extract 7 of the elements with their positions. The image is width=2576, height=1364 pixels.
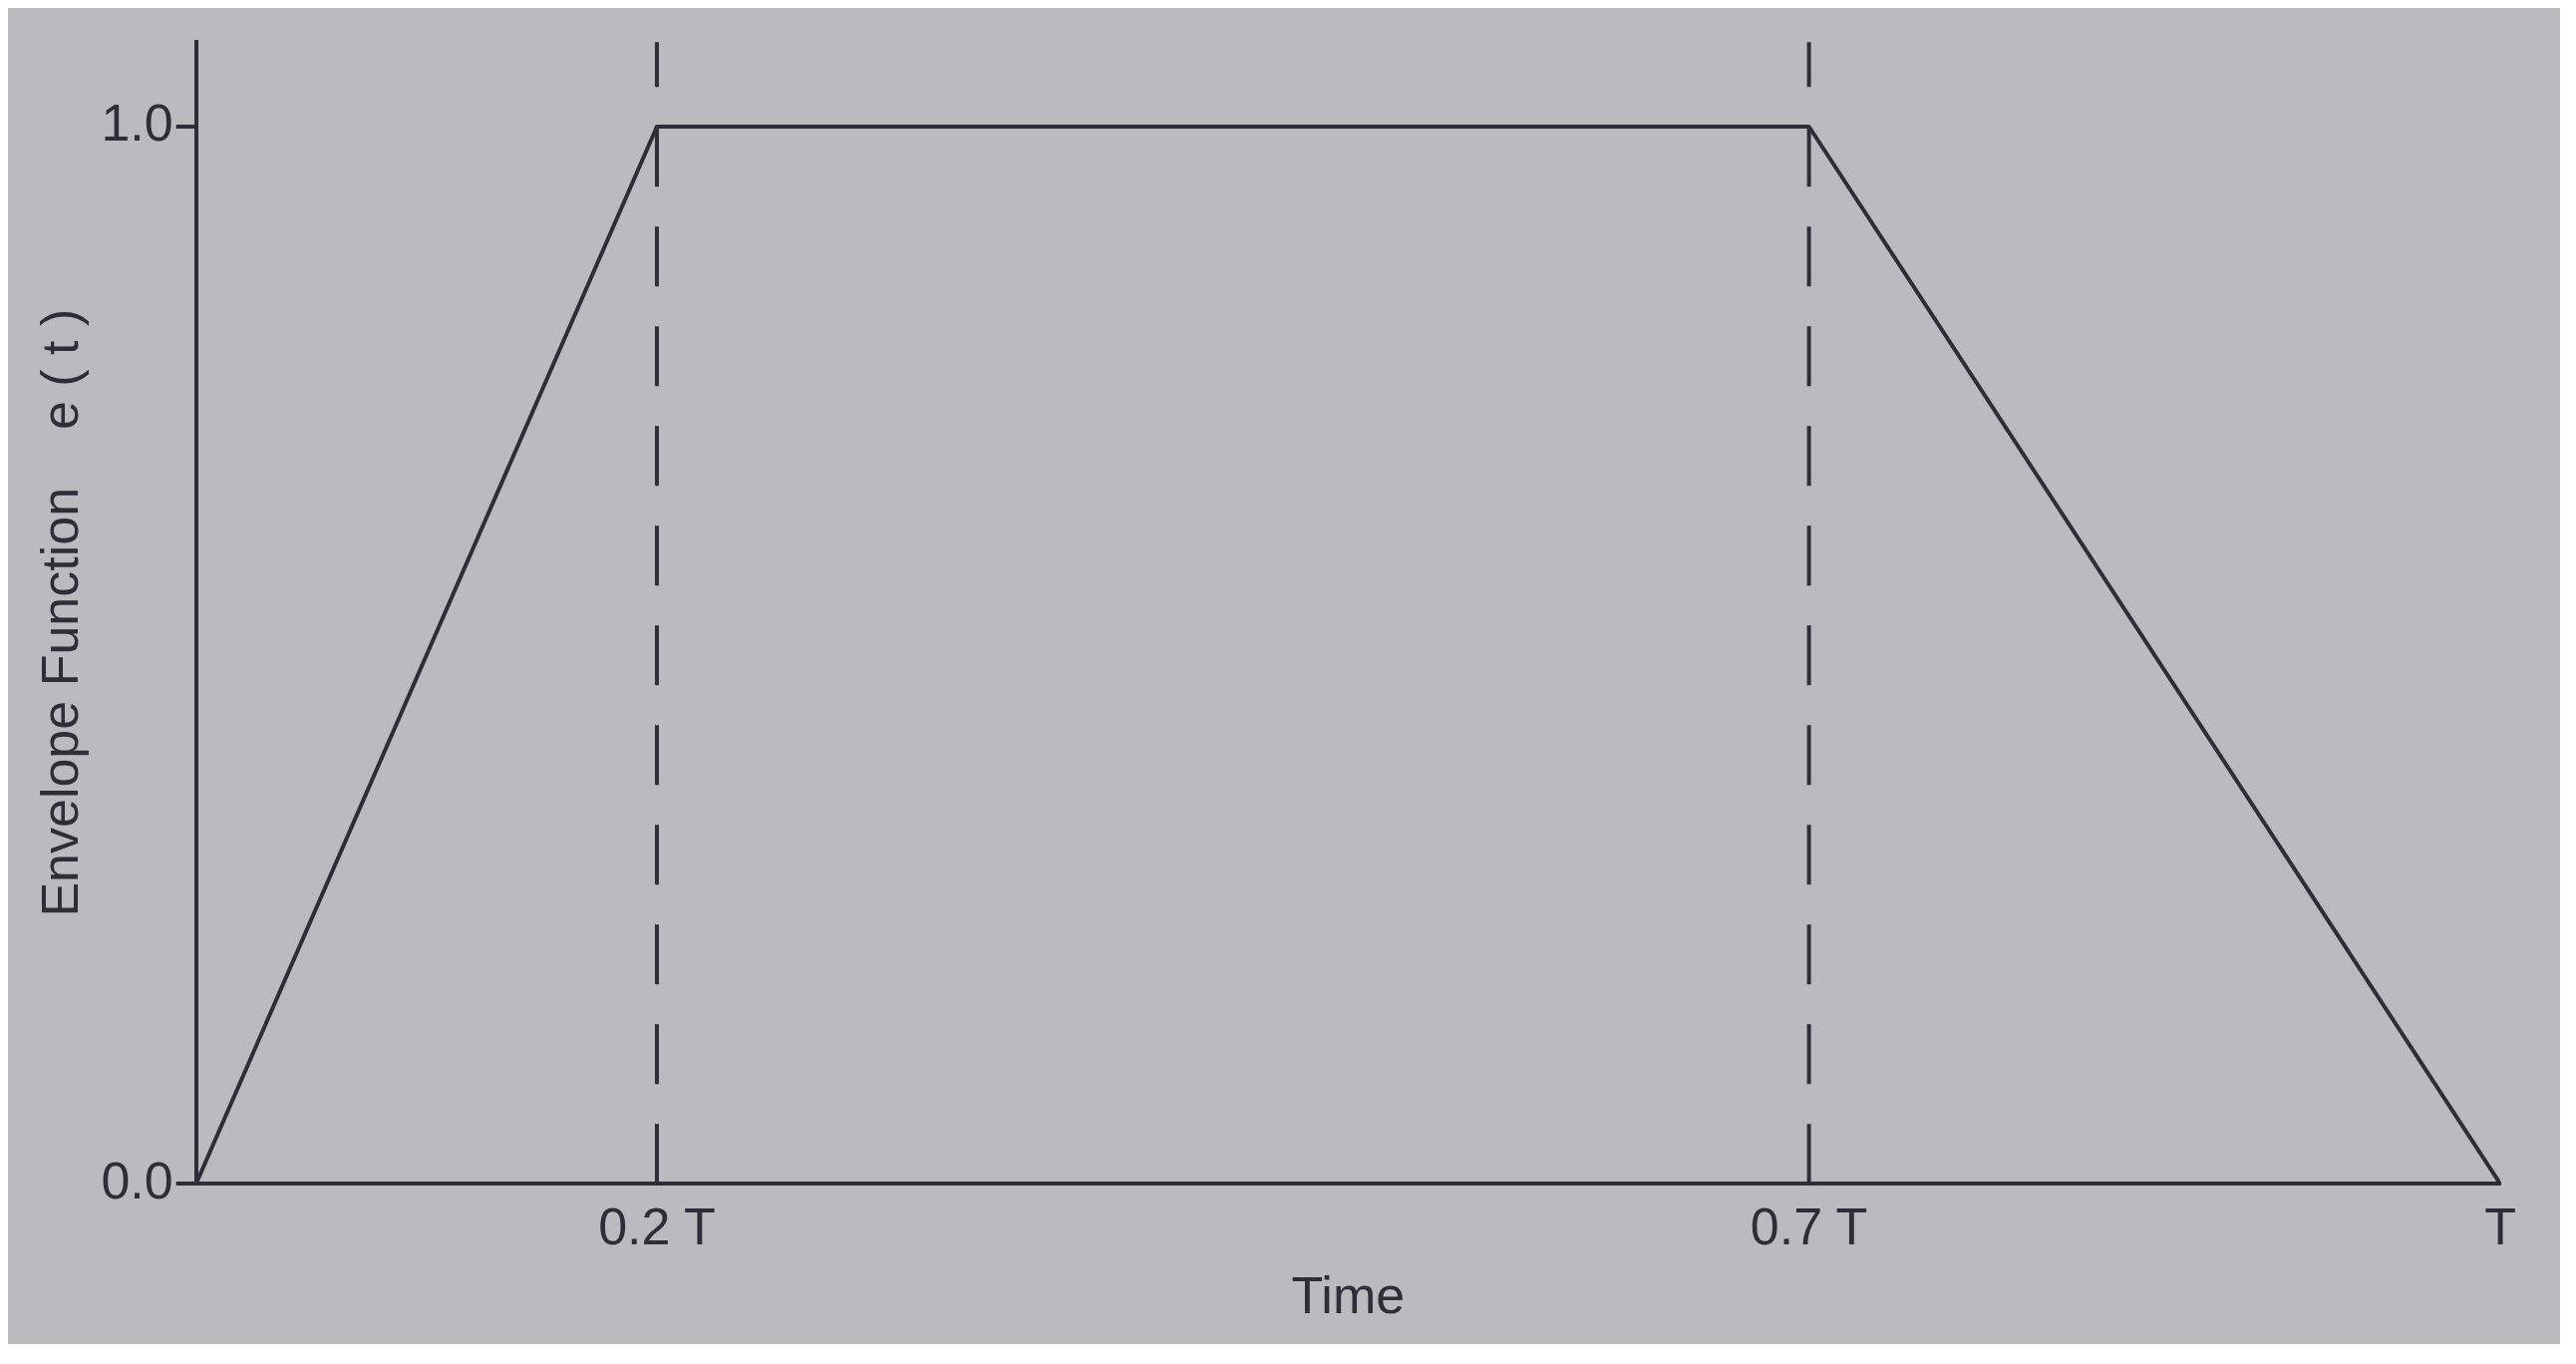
x-axis-title: Time bbox=[1291, 1266, 1406, 1325]
y-tick-label: 1.0 bbox=[101, 94, 173, 153]
y-tick-label: 0.0 bbox=[101, 1151, 173, 1209]
x-tick-label: 0.2 T bbox=[598, 1196, 716, 1255]
x-tick-label: 0.7 T bbox=[1750, 1196, 1868, 1255]
x-tick-label: T bbox=[2484, 1196, 2516, 1255]
y-axis-title: Envelope Function e ( t ) bbox=[30, 308, 89, 917]
